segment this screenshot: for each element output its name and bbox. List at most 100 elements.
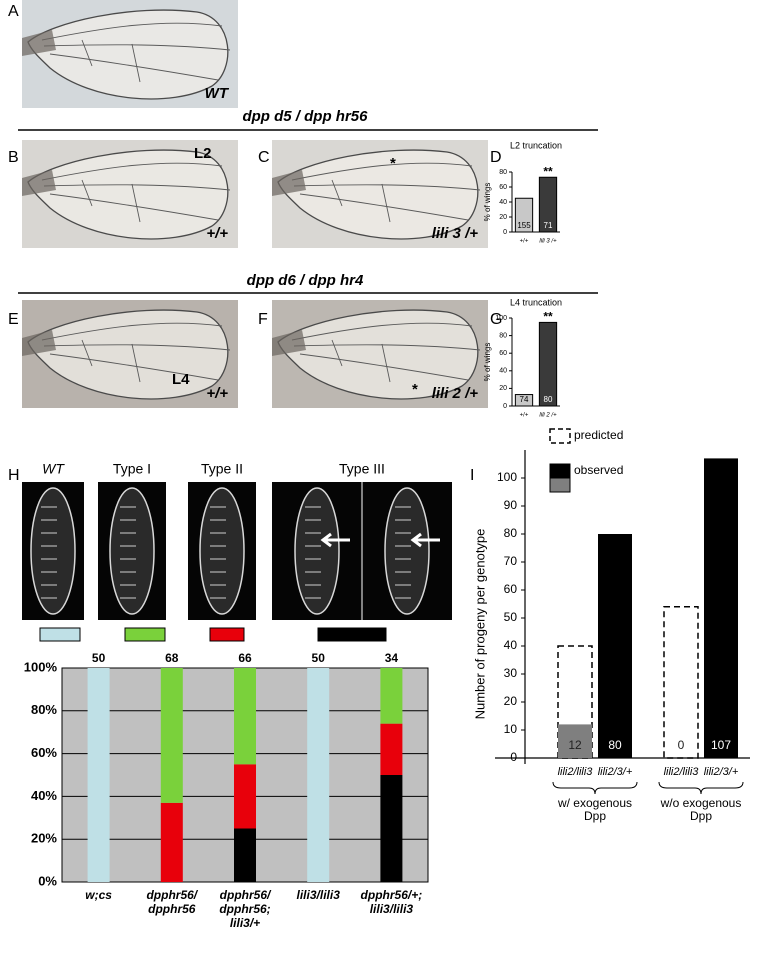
total-label: 34 (385, 651, 399, 665)
y-tick-label: 20 (504, 694, 518, 708)
bar-segment (87, 668, 110, 882)
legend-label: observed (574, 463, 623, 477)
group-label: w/o exogenous (660, 796, 742, 810)
bar (663, 606, 699, 759)
bar-segment (160, 668, 183, 803)
wing-hinge (22, 330, 56, 356)
total-label: 66 (238, 651, 252, 665)
y-axis-label: % of wings (483, 183, 492, 222)
bar (514, 394, 534, 407)
y-tick-label: 70 (504, 554, 518, 568)
wing-veins (41, 322, 231, 383)
panel-label: I (470, 467, 474, 484)
wing-hinge (272, 330, 306, 356)
x-tick-label: lili2/3/+ (704, 766, 739, 778)
group-brace (658, 781, 744, 795)
y-tick-label: 90 (504, 498, 518, 512)
panel-label: C (258, 149, 270, 166)
x-tick-label: lili3/lili3 (297, 888, 341, 902)
y-tick-label: 80 (504, 526, 518, 540)
arrow (320, 532, 350, 548)
legend-label: Type I (113, 461, 151, 477)
y-tick-label: 60 (499, 350, 507, 357)
y-tick-label: 80 (499, 332, 507, 339)
bar-segment (380, 775, 403, 882)
legend-label: Type III (339, 461, 385, 477)
genotype-label: +/+ (206, 385, 228, 402)
wing (27, 149, 229, 240)
y-tick-label: 100 (497, 470, 517, 484)
y-tick-label: 20 (499, 385, 507, 392)
wing-veins (41, 162, 231, 223)
y-tick-label: 40 (504, 638, 518, 652)
n-label: 71 (544, 221, 553, 230)
y-tick-label: 40 (499, 199, 507, 206)
total-label: 50 (312, 651, 326, 665)
y-tick-label: 60% (31, 745, 57, 760)
y-axis-label: % of wings (483, 343, 492, 382)
wing-veins (291, 322, 481, 383)
wing (27, 309, 229, 400)
bar-segment (307, 668, 330, 882)
value-label: 107 (711, 738, 731, 752)
total-label: 68 (165, 651, 179, 665)
x-tick-label: lili2/3/+ (598, 766, 633, 778)
bar (538, 321, 558, 407)
wing-photo: lili 3 /+ * (272, 140, 488, 248)
vein-label: * (412, 381, 418, 398)
x-tick-label: dpphr56/ (146, 888, 198, 902)
legend-label: predicted (574, 428, 623, 442)
wing-hinge (22, 30, 56, 56)
y-tick-label: 80 (499, 169, 507, 176)
genotype-label: WT (205, 85, 230, 102)
total-label: 50 (92, 651, 106, 665)
y-tick-label: 0 (503, 229, 507, 236)
x-tick-label: dpphr56/+; (361, 888, 423, 902)
value-label: 80 (608, 738, 622, 752)
panel-label: A (8, 3, 19, 20)
group-label: Dpp (690, 809, 712, 823)
legend-swatch (317, 627, 387, 642)
y-tick-label: 80% (31, 702, 57, 717)
wing-photo: +/+ L2 (22, 140, 238, 248)
legend-swatch (39, 627, 81, 642)
wing-veins (41, 22, 231, 83)
y-tick-label: 0% (38, 873, 57, 888)
bar-segment (380, 668, 403, 724)
wing (277, 309, 479, 400)
value-label: 0 (678, 738, 685, 752)
significance-label: ** (543, 310, 553, 324)
bar-segment (234, 828, 256, 882)
wing-veins (291, 162, 481, 223)
significance-label: ** (543, 164, 553, 178)
y-tick-label: 20% (31, 831, 57, 846)
bar (514, 197, 534, 233)
x-tick-label: lili 3 /+ (539, 239, 557, 245)
x-tick-label: lili3/lili3 (370, 902, 414, 916)
legend-swatch (549, 428, 571, 444)
bar (598, 534, 632, 758)
x-tick-label: dpphr56; (219, 902, 270, 916)
genotype-label: +/+ (206, 225, 228, 242)
wing (27, 9, 229, 100)
group-label: Dpp (584, 809, 606, 823)
wing-photo: lili 2 /+ * (272, 300, 488, 408)
wing (277, 149, 479, 240)
arrow (410, 532, 440, 548)
vein-label: L4 (172, 371, 190, 388)
y-tick-label: 100% (24, 659, 58, 674)
legend-swatch (549, 463, 571, 479)
n-label: 80 (544, 395, 553, 404)
y-tick-label: 20 (499, 214, 507, 221)
genotype-label: lili 3 /+ (432, 225, 479, 242)
genotype-header: dpp d6 / dpp hr4 (247, 272, 364, 289)
bar (558, 724, 592, 758)
n-label: 74 (520, 395, 529, 404)
wing-hinge (272, 170, 306, 196)
panel-label: D (490, 149, 502, 166)
y-tick-label: 40% (31, 788, 57, 803)
legend-swatch (549, 477, 571, 493)
chart-title: L2 truncation (510, 140, 562, 150)
y-tick-label: 50 (504, 610, 518, 624)
